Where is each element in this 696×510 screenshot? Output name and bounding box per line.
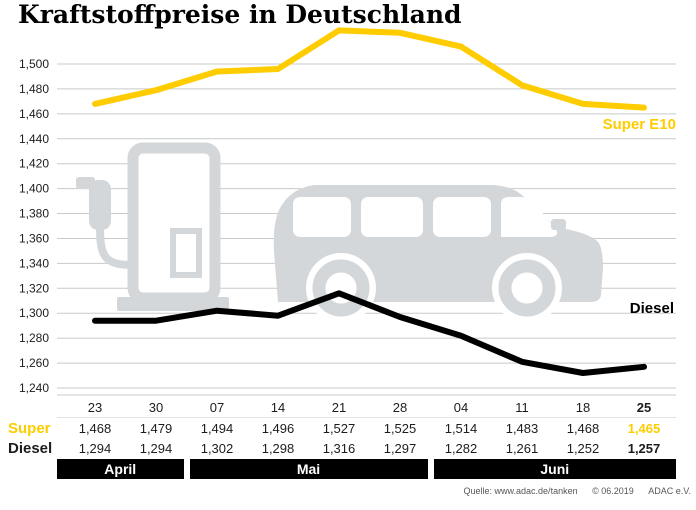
y-tick-label: 1,440: [19, 132, 49, 146]
y-tick-label: 1,280: [19, 331, 49, 345]
super-price-cell: 1,527: [322, 421, 356, 436]
series-line-diesel: [92, 290, 647, 376]
y-tick-label: 1,480: [19, 82, 49, 96]
source-note: Quelle: www.adac.de/tanken © 06.2019 ADA…: [464, 486, 691, 496]
date-axis-row: 23 30 07 14 21 28 04 11 18 25: [0, 399, 696, 415]
date-label: 23: [87, 400, 103, 415]
month-axis: April Mai Juni: [0, 459, 696, 479]
date-label: 25: [636, 400, 652, 415]
y-tick-label: 1,420: [19, 157, 49, 171]
diesel-row-label: Diesel: [8, 440, 53, 457]
y-tick-label: 1,320: [19, 281, 49, 295]
diesel-series-label: Diesel: [629, 300, 674, 317]
diesel-price-cell: 1,252: [566, 441, 600, 456]
date-label: 30: [148, 400, 164, 415]
diesel-price-cell: 1,297: [383, 441, 417, 456]
copyright-text: © 06.2019: [592, 486, 634, 496]
y-tick-label: 1,380: [19, 207, 49, 221]
price-chart: 1,500 1,480 1,460 1,440 1,420 1,400 1,380 1,360…: [19, 27, 676, 396]
y-tick-label: 1,240: [19, 381, 49, 395]
diesel-price-cell: 1,302: [200, 441, 234, 456]
month-band-mai: Mai: [189, 459, 428, 479]
y-tick-label: 1,400: [19, 182, 49, 196]
y-tick-label: 1,300: [19, 306, 49, 320]
super-price-cell: 1,496: [261, 421, 295, 436]
super-price-cell: 1,514: [444, 421, 478, 436]
date-label: 14: [270, 400, 286, 415]
month-band-april: April: [57, 459, 184, 479]
diesel-price-cell: 1,298: [261, 441, 295, 456]
chart-series: [92, 27, 647, 376]
y-tick-label: 1,500: [19, 57, 49, 71]
date-label: 18: [575, 400, 591, 415]
y-tick-label: 1,460: [19, 107, 49, 121]
super-price-cell: 1,465: [627, 421, 661, 436]
fuel-pump-icon: [76, 142, 229, 311]
date-label: 28: [392, 400, 408, 415]
diesel-price-cell: 1,294: [78, 441, 112, 456]
diesel-price-cell: 1,294: [139, 441, 173, 456]
date-label: 04: [453, 400, 469, 415]
super-price-cell: 1,494: [200, 421, 234, 436]
date-label: 11: [515, 400, 529, 415]
diesel-price-cell: 1,257: [627, 441, 661, 456]
super-price-cell: 1,483: [505, 421, 539, 436]
y-tick-label: 1,360: [19, 231, 49, 245]
date-label: 07: [209, 400, 225, 415]
month-band-juni: Juni: [433, 459, 676, 479]
diesel-price-row: Diesel 1,294 1,294 1,302 1,298 1,316 1,297 1,2…: [0, 440, 696, 457]
diesel-price-cell: 1,282: [444, 441, 478, 456]
car-icon: [273, 185, 603, 323]
series-line-super-e10: [92, 27, 647, 111]
super-price-cell: 1,468: [566, 421, 600, 436]
super-price-row: Super 1,468 1,479 1,494 1,496 1,527 1,525 1,51…: [0, 420, 696, 437]
y-tick-label: 1,260: [19, 356, 49, 370]
diesel-price-cell: 1,316: [322, 441, 356, 456]
page-title: Kraftstoffpreise in Deutschland: [18, 0, 462, 29]
date-label: 21: [331, 400, 347, 415]
super-row-label: Super: [8, 420, 51, 437]
table-divider: [57, 417, 676, 418]
super-price-cell: 1,479: [139, 421, 173, 436]
super-price-cell: 1,525: [383, 421, 417, 436]
super-e10-series-label: Super E10: [602, 116, 676, 133]
source-text: Quelle: www.adac.de/tanken: [463, 486, 578, 496]
org-text: ADAC e.V.: [648, 486, 691, 496]
y-tick-label: 1,340: [19, 256, 49, 270]
diesel-price-cell: 1,261: [505, 441, 539, 456]
super-price-cell: 1,468: [78, 421, 112, 436]
